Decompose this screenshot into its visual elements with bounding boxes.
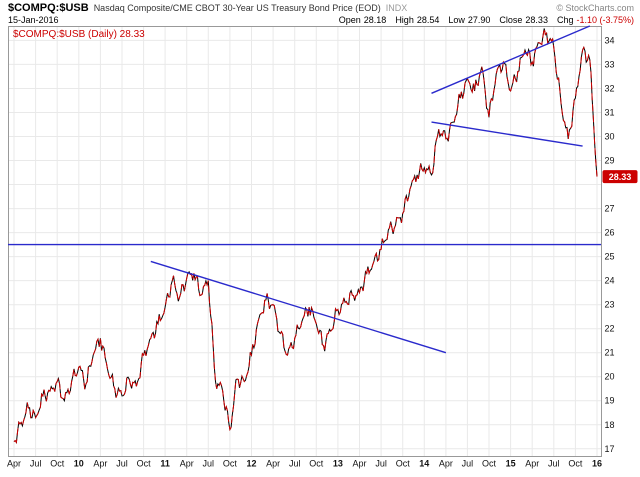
x-axis-label: Jul bbox=[462, 459, 474, 469]
x-axis-label: Jul bbox=[375, 459, 387, 469]
copyright-text: © StockCharts.com bbox=[556, 3, 634, 13]
y-axis-label: 29 bbox=[605, 156, 615, 166]
x-axis-label: Oct bbox=[396, 459, 411, 469]
quote-low: Low 27.90 bbox=[448, 15, 491, 25]
x-axis-label: Apr bbox=[439, 459, 453, 469]
y-axis-label: 18 bbox=[605, 420, 615, 430]
x-axis-label: Oct bbox=[568, 459, 583, 469]
x-axis-label: Oct bbox=[223, 459, 238, 469]
y-axis-label: 26 bbox=[605, 228, 615, 238]
x-axis-label: 16 bbox=[592, 459, 602, 469]
y-axis-label: 19 bbox=[605, 396, 615, 406]
y-axis-label: 33 bbox=[605, 59, 615, 69]
x-axis-label: 11 bbox=[160, 459, 170, 469]
quote-row: 15-Jan-2016 Open 28.18 High 28.54 Low 27.90… bbox=[8, 15, 634, 25]
y-axis-label: 25 bbox=[605, 252, 615, 262]
x-axis-label: 13 bbox=[333, 459, 343, 469]
x-axis-label: Oct bbox=[482, 459, 497, 469]
y-axis-label: 30 bbox=[605, 132, 615, 142]
y-axis-label: 32 bbox=[605, 84, 615, 94]
quote-close: Close 28.33 bbox=[499, 15, 548, 25]
y-axis-label: 17 bbox=[605, 444, 615, 454]
x-axis-label: Jul bbox=[289, 459, 301, 469]
y-axis-label: 27 bbox=[605, 204, 615, 214]
lower-wedge-line bbox=[431, 121, 583, 147]
ticker-symbol: $COMPQ:$USB bbox=[8, 2, 89, 14]
y-axis-label: 22 bbox=[605, 324, 615, 334]
y-axis-label: 31 bbox=[605, 108, 615, 118]
y-axis-label: 24 bbox=[605, 276, 615, 286]
quote-open: Open 28.18 bbox=[338, 15, 387, 25]
x-axis-label: Oct bbox=[309, 459, 324, 469]
x-axis-label: 12 bbox=[246, 459, 256, 469]
quote-change: Chg -1.10 (-3.75%) bbox=[556, 15, 634, 25]
x-axis-label: Apr bbox=[525, 459, 539, 469]
ticker-description: Nasdaq Composite/CME CBOT 30-Year US Tre… bbox=[93, 3, 381, 13]
y-axis-label: 23 bbox=[605, 300, 615, 310]
x-axis-label: Oct bbox=[137, 459, 152, 469]
x-axis-label: Apr bbox=[352, 459, 366, 469]
x-axis-label: Jul bbox=[548, 459, 560, 469]
x-axis-label: Jul bbox=[116, 459, 128, 469]
quote-strip: Open 28.18 High 28.54 Low 27.90 Close 28.33 … bbox=[339, 15, 634, 25]
x-axis-label: 14 bbox=[419, 459, 429, 469]
x-axis-label: Jul bbox=[203, 459, 215, 469]
series-legend: $COMPQ:$USB (Daily) 28.33 bbox=[13, 29, 145, 40]
plot-border bbox=[8, 26, 602, 457]
x-axis-label: Apr bbox=[266, 459, 280, 469]
x-axis-label: Jul bbox=[30, 459, 42, 469]
chart-header: $COMPQ:$USB Nasdaq Composite/CME CBOT 30… bbox=[8, 2, 634, 14]
y-axis-label: 34 bbox=[605, 35, 615, 45]
x-axis-label: Apr bbox=[7, 459, 21, 469]
price-line bbox=[13, 28, 598, 444]
x-axis-label: Oct bbox=[50, 459, 65, 469]
x-axis-label: Apr bbox=[93, 459, 107, 469]
y-axis-label: 21 bbox=[605, 348, 615, 358]
last-price-box bbox=[602, 170, 638, 184]
exchange-label: INDX bbox=[385, 3, 408, 13]
y-axis-label: 20 bbox=[605, 372, 615, 382]
quote-date: 15-Jan-2016 bbox=[8, 15, 59, 25]
x-axis-label: 15 bbox=[506, 459, 516, 469]
x-axis-label: Apr bbox=[180, 459, 194, 469]
quote-high: High 28.54 bbox=[395, 15, 440, 25]
upper-wedge-line bbox=[431, 25, 591, 94]
x-axis-label: 10 bbox=[74, 459, 84, 469]
price-line-base bbox=[13, 28, 598, 444]
declining-trendline bbox=[150, 260, 447, 354]
last-price-label: 28.33 bbox=[609, 172, 632, 182]
